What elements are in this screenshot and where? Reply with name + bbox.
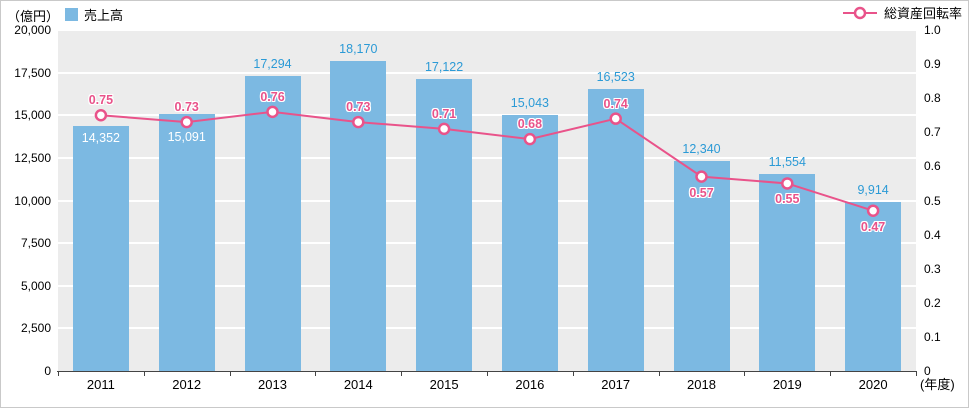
sales-bar — [587, 89, 644, 371]
x-axis-tick — [58, 372, 59, 376]
sales-bar-value-label: 14,352 — [81, 131, 120, 146]
left-axis-tick-label: 17,500 — [14, 65, 51, 80]
x-axis-year-label: 2018 — [687, 377, 716, 392]
left-axis-tick-label: 12,500 — [14, 150, 51, 165]
right-axis-tick-label: 0 — [924, 364, 931, 378]
x-axis-year-label: 2019 — [772, 377, 802, 392]
sales-bar-value-label: 18,170 — [339, 42, 378, 57]
right-axis-tick-label: 0.3 — [924, 261, 941, 276]
x-axis-tick — [572, 372, 574, 376]
sales-bar — [416, 79, 473, 371]
turnover-value-label: 0.47 — [860, 219, 886, 234]
legend-item-turnover: 総資産回転率 — [842, 3, 962, 22]
right-axis-tick-label: 0.5 — [924, 193, 941, 208]
x-axis-year-label: 2017 — [601, 377, 631, 392]
x-axis-year-label: 2020 — [858, 377, 888, 392]
left-axis-tick-label: 20,000 — [14, 23, 51, 37]
left-axis-tick-label: 5,000 — [20, 278, 51, 293]
x-axis-year-label: 2016 — [515, 377, 545, 392]
sales-bar-value-label: 15,091 — [167, 130, 206, 145]
gridline — [58, 29, 916, 31]
turnover-legend-line-icon — [842, 6, 877, 19]
turnover-value-label: 0.68 — [517, 117, 543, 132]
sales-bar — [501, 114, 558, 371]
sales-bar-value-label: 17,294 — [253, 57, 292, 72]
x-axis-year-label: 2012 — [172, 377, 202, 392]
left-axis-tick-label: 2,500 — [20, 321, 51, 336]
x-axis-unit-label: (年度) — [920, 377, 955, 392]
turnover-value-label: 0.73 — [174, 100, 199, 115]
legend-turnover-label: 総資産回転率 — [883, 6, 962, 21]
sales-bar — [158, 113, 215, 371]
right-axis-tick-label: 0.1 — [924, 329, 941, 344]
x-axis-year-label: 2011 — [86, 377, 115, 392]
x-axis-tick — [487, 372, 488, 376]
gridline — [58, 327, 916, 330]
x-axis-tick — [401, 372, 403, 376]
right-axis-tick-label: 0.4 — [924, 227, 941, 242]
x-axis-tick — [658, 372, 660, 376]
gridline — [58, 242, 916, 245]
gridline — [58, 71, 916, 74]
x-axis-year-label: 2014 — [343, 377, 373, 392]
sales-bar — [845, 201, 902, 371]
sales-bar-value-label: 16,523 — [596, 70, 635, 85]
left-axis-tick-label: 7,500 — [20, 236, 51, 251]
left-axis-tick-label: 15,000 — [14, 108, 51, 123]
sales-bar-value-label: 11,554 — [768, 155, 806, 169]
x-axis-tick — [830, 372, 832, 376]
gridline — [58, 284, 916, 287]
x-axis-tick — [315, 372, 317, 376]
sales-bar — [72, 126, 129, 371]
right-axis-tick-label: 0.8 — [924, 91, 941, 106]
x-axis-tick — [916, 372, 917, 376]
legend-item-sales: 売上高 — [65, 5, 123, 24]
x-axis-line — [57, 371, 917, 372]
sales-bar — [244, 76, 301, 371]
turnover-value-label: 0.73 — [346, 100, 371, 115]
left-axis-tick-label: 10,000 — [14, 193, 51, 208]
sales-bar-value-label: 15,043 — [510, 95, 549, 110]
sales-bar-value-label: 17,122 — [424, 60, 464, 75]
sales-swatch-icon — [65, 8, 78, 21]
sales-bar-value-label: 12,340 — [682, 141, 721, 156]
right-axis-tick-label: 0.2 — [924, 295, 941, 310]
turnover-value-label: 0.76 — [260, 89, 285, 104]
right-axis-tick-label: 0.9 — [924, 57, 941, 72]
sales-bar-value-label: 9,914 — [857, 182, 889, 197]
turnover-value-label: 0.75 — [88, 93, 114, 108]
x-axis-year-label: 2015 — [429, 377, 459, 392]
turnover-value-label: 0.57 — [689, 185, 714, 200]
x-axis-tick — [143, 372, 145, 376]
turnover-value-label: 0.55 — [775, 192, 800, 207]
turnover-value-label: 0.74 — [603, 96, 628, 111]
right-axis-tick-label: 1.0 — [924, 23, 941, 37]
legend-sales-label: 売上高 — [84, 8, 124, 23]
left-axis-tick-label: 0 — [44, 364, 51, 378]
turnover-value-label: 0.71 — [431, 106, 457, 121]
x-axis-tick — [744, 372, 746, 376]
right-axis-tick-label: 0.6 — [924, 159, 941, 174]
left-axis-unit-label: （億円） — [7, 9, 60, 24]
x-axis-year-label: 2013 — [258, 377, 287, 392]
right-axis-tick-label: 0.7 — [924, 125, 941, 140]
x-axis-tick — [229, 372, 231, 376]
